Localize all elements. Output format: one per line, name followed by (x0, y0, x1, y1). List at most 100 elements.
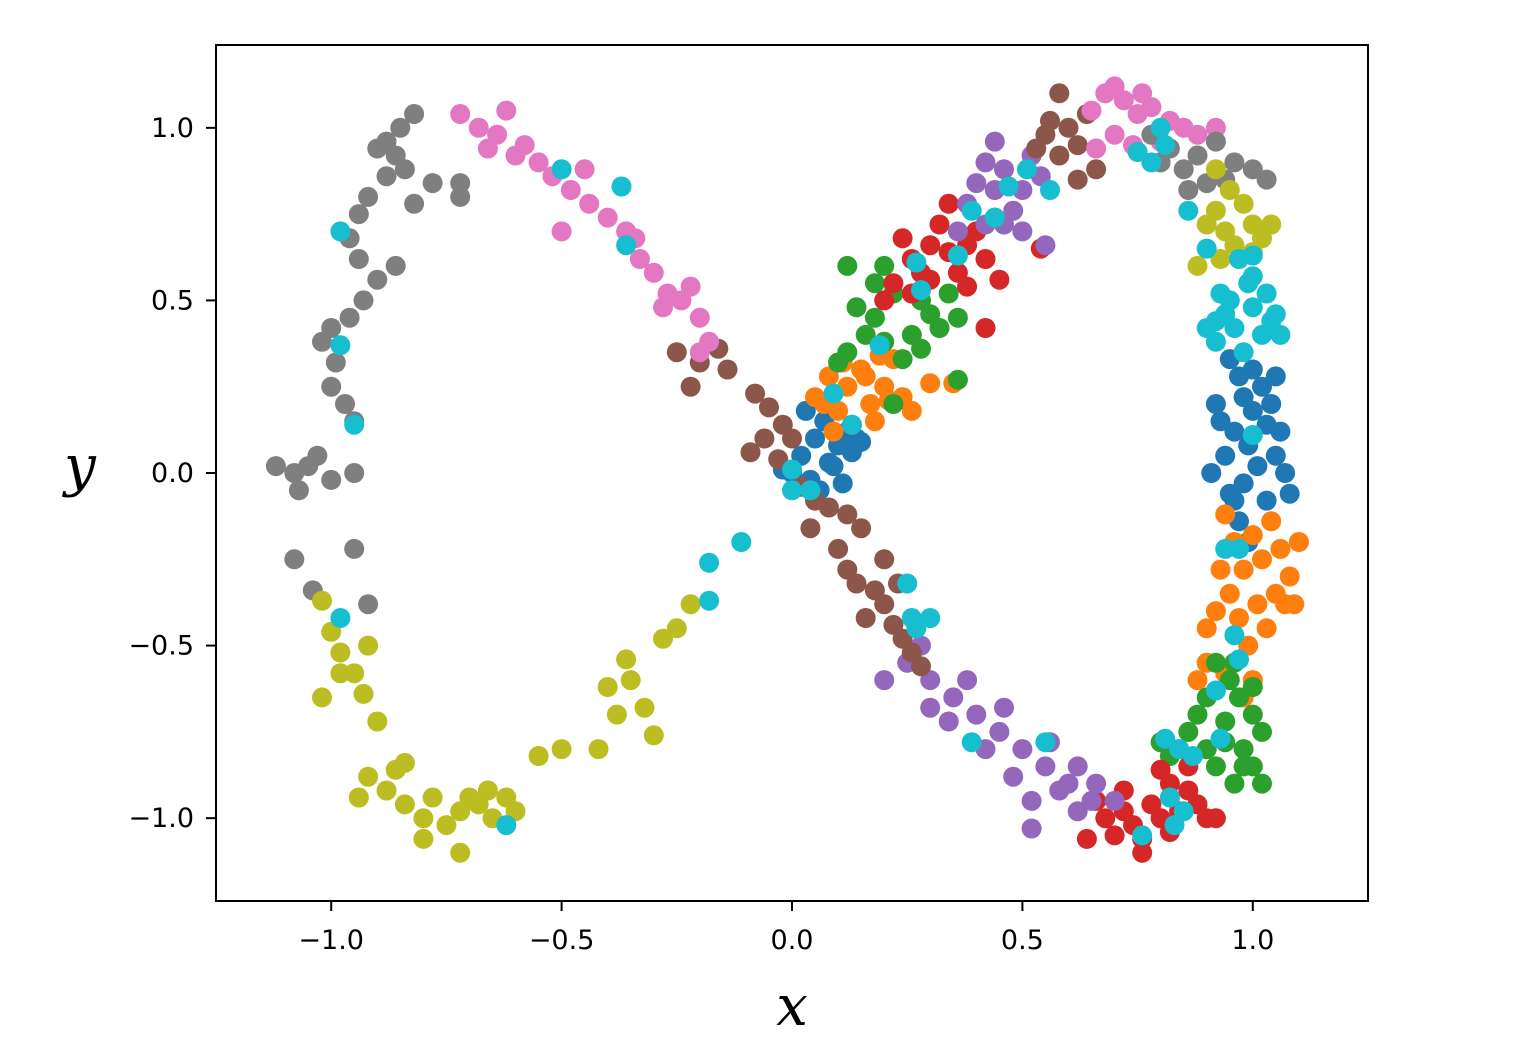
scatter-point (321, 469, 342, 490)
scatter-point (288, 480, 309, 501)
scatter-point (864, 273, 885, 294)
scatter-point (1182, 746, 1203, 766)
scatter-point (1141, 152, 1162, 173)
scatter-point (1229, 538, 1249, 559)
scatter-point (1215, 445, 1236, 466)
scatter-point (823, 383, 844, 404)
scatter-point (1224, 152, 1245, 173)
scatter-point (906, 252, 927, 273)
scatter-point (874, 255, 895, 276)
scatter-point (1178, 180, 1199, 200)
scatter-point (975, 318, 996, 338)
scatter-point (394, 752, 415, 773)
scatter-point (1067, 756, 1088, 777)
scatter-point (938, 283, 959, 304)
scatter-point (911, 338, 931, 359)
scatter-point (1205, 601, 1226, 622)
scatter-point (348, 787, 369, 808)
scatter-point (1270, 421, 1291, 442)
scatter-point (1173, 801, 1194, 822)
x-tick-label: −0.5 (529, 925, 595, 956)
scatter-point (929, 318, 950, 338)
scatter-point (883, 273, 904, 294)
scatter-point (367, 269, 388, 290)
scatter-point (1026, 138, 1047, 159)
scatter-point (344, 538, 365, 559)
scatter-point (1224, 773, 1245, 794)
scatter-point (805, 428, 825, 449)
scatter-point (666, 342, 687, 363)
scatter-point (1215, 538, 1236, 559)
scatter-point (1242, 525, 1263, 546)
scatter-point (353, 290, 374, 311)
scatter-point (832, 473, 853, 494)
scatter-point (1229, 649, 1249, 670)
scatter-point (528, 152, 549, 173)
scatter-point (1040, 110, 1060, 131)
scatter-point (1040, 180, 1060, 200)
scatter-point (782, 459, 802, 480)
scatter-point (837, 504, 858, 525)
scatter-point (689, 307, 710, 328)
scatter-point (1215, 504, 1236, 525)
scatter-point (1265, 445, 1286, 466)
scatter-point (1104, 790, 1125, 811)
scatter-point (864, 411, 885, 432)
scatter-point (883, 394, 904, 414)
scatter-point (837, 255, 858, 276)
scatter-point (911, 280, 931, 301)
scatter-point (620, 670, 641, 691)
scatter-point (1219, 583, 1240, 604)
scatter-point (994, 697, 1014, 718)
scatter-point (699, 552, 720, 573)
scatter-point (1205, 394, 1226, 414)
scatter-point (782, 428, 802, 449)
scatter-point (860, 394, 881, 414)
scatter-point (1279, 566, 1300, 587)
scatter-point (929, 214, 950, 235)
scatter-point (1086, 773, 1107, 794)
scatter-point (1261, 394, 1282, 414)
scatter-point (330, 663, 351, 684)
scatter-point (551, 221, 572, 242)
scatter-point (1242, 677, 1263, 697)
scatter-point (284, 549, 305, 570)
scatter-point (477, 138, 498, 159)
scatter-point (643, 725, 664, 746)
scatter-point (892, 349, 913, 370)
scatter-point (680, 276, 701, 297)
scatter-point (911, 656, 931, 677)
scatter-point (1159, 787, 1180, 808)
scatter-point (874, 290, 895, 311)
scatter-point (1229, 608, 1249, 628)
scatter-point (874, 670, 895, 691)
x-tick-label: 0.5 (1001, 925, 1044, 956)
scatter-point (1233, 559, 1254, 580)
scatter-point (855, 324, 876, 345)
scatter-point (855, 366, 876, 387)
scatter-point (1224, 625, 1245, 646)
scatter-point (1224, 421, 1245, 442)
scatter-point (528, 746, 549, 766)
scatter-point (1003, 766, 1024, 787)
scatter-point (330, 335, 351, 356)
scatter-point (339, 307, 360, 328)
scatter-point (450, 104, 471, 124)
scatter-point (1058, 117, 1079, 138)
scatter-point (1210, 283, 1231, 304)
scatter-point (330, 221, 351, 242)
scatter-point (818, 497, 839, 518)
scatter-point (1252, 773, 1272, 794)
scatter-point (1247, 456, 1268, 477)
scatter-point (1187, 145, 1208, 166)
scatter-point (496, 815, 517, 836)
scatter-point (616, 235, 637, 256)
scatter-point (1229, 687, 1249, 708)
scatter-point (828, 352, 849, 373)
scatter-point (984, 131, 1005, 152)
y-tick-label: 1.0 (151, 113, 194, 144)
scatter-point (1252, 376, 1272, 397)
scatter-point (1104, 124, 1125, 145)
scatter-point (367, 711, 388, 732)
scatter-point (404, 104, 425, 124)
